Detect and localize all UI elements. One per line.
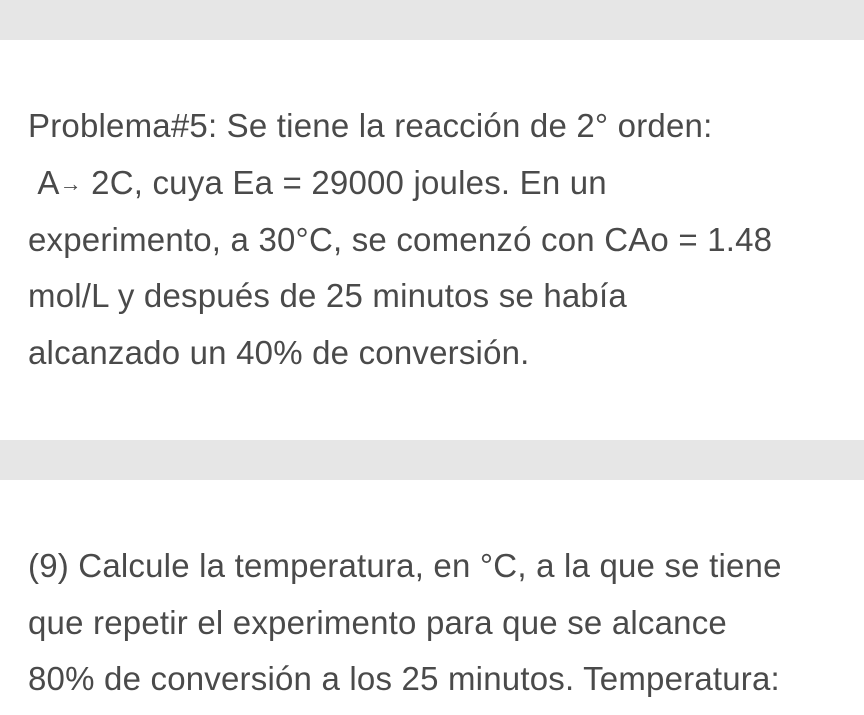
question-line-2: que repetir el experimento para que se a… [28, 604, 727, 641]
question-block: (9) Calcule la temperatura, en °C, a la … [0, 480, 864, 708]
question-line-1: (9) Calcule la temperatura, en °C, a la … [28, 547, 782, 584]
problem-line-4: mol/L y después de 25 minutos se había [28, 277, 627, 314]
section-separator-mid [0, 440, 864, 480]
problem-line-3: experimento, a 30°C, se comenzó con CAo … [28, 221, 772, 258]
problem-line-1: Problema#5: Se tiene la reacción de 2° o… [28, 107, 712, 144]
problem-line-2-right: 2C, cuya Ea = 29000 joules. En un [82, 164, 607, 201]
problem-line-2-left: A [28, 164, 60, 201]
section-separator-top [0, 0, 864, 40]
reaction-arrow-icon: → [60, 171, 82, 196]
question-line-3: 80% de conversión a los 25 minutos. Temp… [28, 660, 780, 697]
question-text: (9) Calcule la temperatura, en °C, a la … [28, 538, 836, 708]
problem-text: Problema#5: Se tiene la reacción de 2° o… [28, 98, 836, 382]
problem-statement-block: Problema#5: Se tiene la reacción de 2° o… [0, 40, 864, 440]
problem-line-5: alcanzado un 40% de conversión. [28, 334, 530, 371]
